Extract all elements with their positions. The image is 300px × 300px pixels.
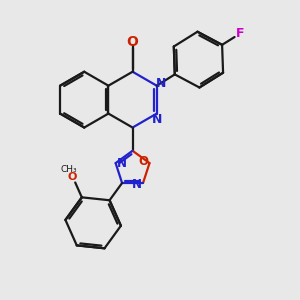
Text: O: O <box>138 155 148 168</box>
Text: N: N <box>116 157 126 169</box>
Text: O: O <box>68 172 77 182</box>
Text: F: F <box>236 27 244 40</box>
Text: N: N <box>155 77 166 90</box>
Text: N: N <box>152 113 163 126</box>
Text: N: N <box>132 178 142 191</box>
Text: CH₃: CH₃ <box>61 164 77 173</box>
Text: O: O <box>127 35 139 49</box>
